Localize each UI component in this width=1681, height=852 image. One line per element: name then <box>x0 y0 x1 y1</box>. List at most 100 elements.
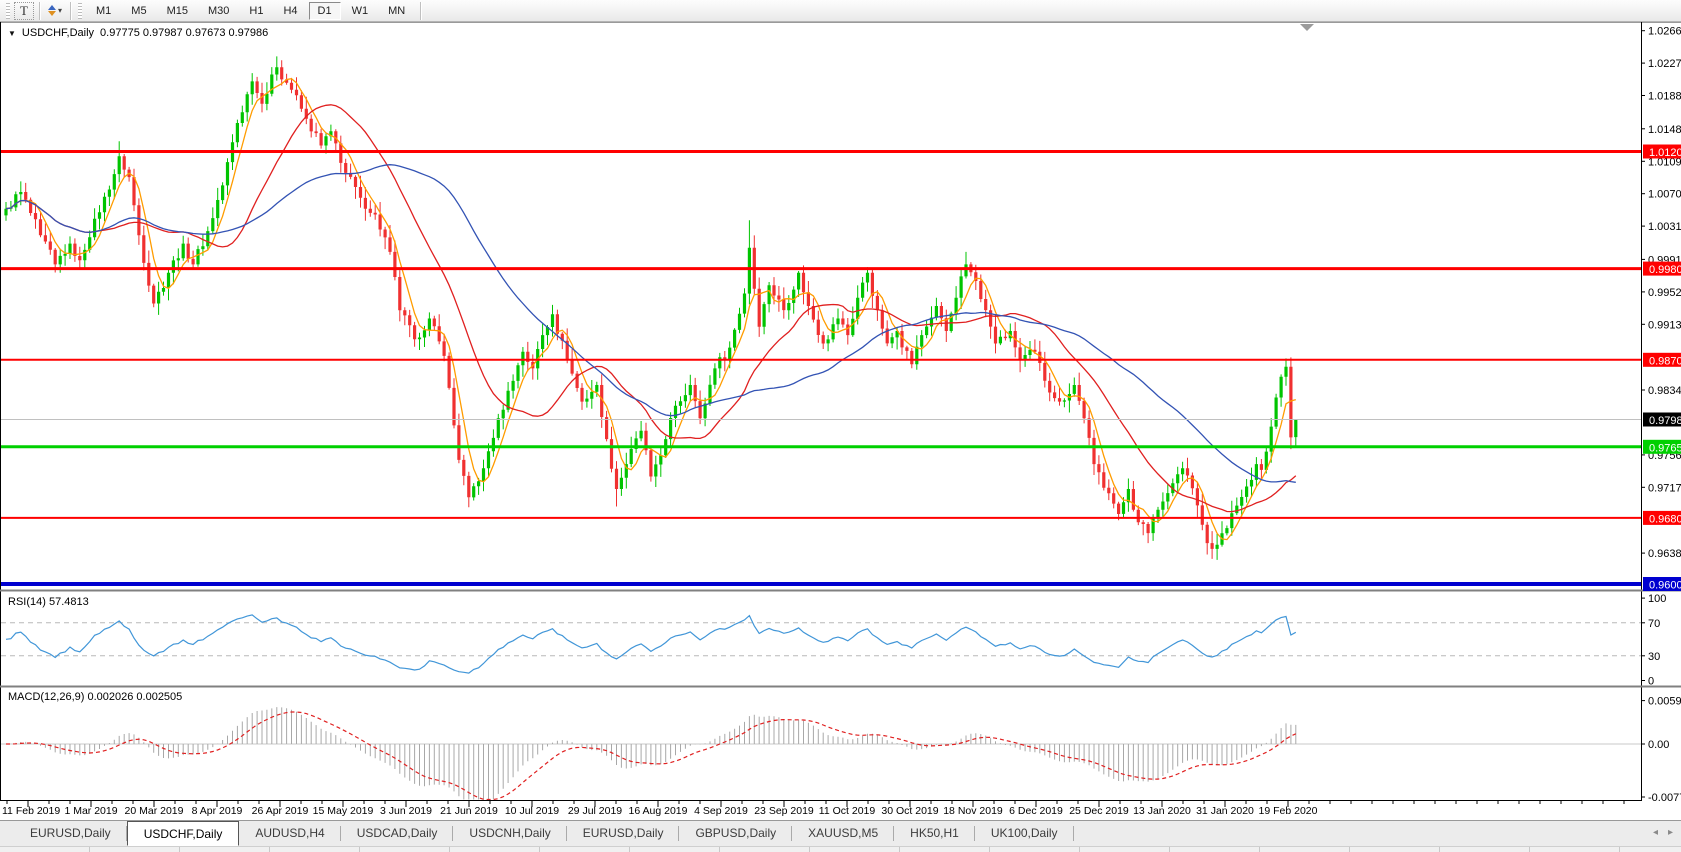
svg-text:0.96380: 0.96380 <box>1648 548 1681 560</box>
date-label: 29 Jul 2019 <box>568 805 622 817</box>
date-label: 20 Mar 2019 <box>125 805 184 817</box>
date-label: 15 May 2019 <box>313 805 374 817</box>
price-level-badge <box>1643 144 1681 159</box>
tab-scroll-left-button[interactable]: ◂ <box>1652 827 1658 838</box>
svg-text:1.02270: 1.02270 <box>1648 58 1681 70</box>
svg-text:0.96803: 0.96803 <box>1649 513 1681 525</box>
current-price-badge <box>1643 412 1681 427</box>
svg-text:100: 100 <box>1648 593 1666 605</box>
sma-20-line <box>5 104 1297 513</box>
indicator-axes: 100 70 30 0 0.005986 0.00 -0.00773 <box>1641 593 1681 804</box>
timeframe-button-mn[interactable]: MN <box>388 4 406 17</box>
tab-audusd-h4[interactable]: AUDUSD,H4 <box>239 821 342 846</box>
candles-layer <box>4 56 1298 560</box>
chart-symbol-label: USDCHF,Daily <box>21 27 95 39</box>
tab-bar: EURUSD,Daily USDCHF,Daily AUDUSD,H4 USDCAD,… <box>0 820 1681 846</box>
date-label: 19 Feb 2020 <box>1259 805 1318 817</box>
timeframe-button-m15[interactable]: M15 <box>166 4 188 17</box>
tab-xauusd-m5[interactable]: XAUUSD,M5 <box>792 821 895 846</box>
svg-text:1.00700: 1.00700 <box>1648 189 1681 201</box>
date-label: 3 Jun 2019 <box>380 805 432 817</box>
date-label: 25 Dec 2019 <box>1069 805 1129 817</box>
tab-scroll-arrows: ◂ ▸ <box>1653 827 1673 838</box>
date-axis: 11 Feb 2019 1 Mar 2019 20 Mar 2019 8 Apr 20… <box>2 801 1625 817</box>
date-label: 10 Jul 2019 <box>505 805 559 817</box>
timeframe-button-d1[interactable]: D1 <box>308 1 341 20</box>
rsi-indicator-label: RSI(14) 57.4813 <box>8 596 89 608</box>
tab-uk100-daily[interactable]: UK100,Daily <box>975 821 1074 846</box>
svg-text:0.96008: 0.96008 <box>1649 580 1681 592</box>
svg-text:0.97658: 0.97658 <box>1649 442 1681 454</box>
date-label: 11 Feb 2019 <box>2 805 60 817</box>
tab-eurusd-daily[interactable]: EURUSD,Daily <box>567 821 680 846</box>
toolbar-separator <box>39 1 40 20</box>
date-label: 21 Jun 2019 <box>440 805 498 817</box>
tab-gbpusd-daily[interactable]: GBPUSD,Daily <box>679 821 792 846</box>
date-label: 30 Oct 2019 <box>881 805 938 817</box>
chart-background <box>0 22 1681 820</box>
svg-text:0: 0 <box>1648 676 1654 688</box>
date-label: 6 Dec 2019 <box>1009 805 1063 817</box>
title-dropdown-icon[interactable]: ▼ <box>8 28 16 38</box>
date-label: 31 Jan 2020 <box>1196 805 1254 817</box>
sort-arrows-icon <box>48 5 56 16</box>
tab-usdcnh-daily[interactable]: USDCNH,Daily <box>453 821 568 846</box>
sma-45-line <box>5 164 1296 483</box>
date-label: 11 Oct 2019 <box>819 805 876 817</box>
tab-usdchf-daily[interactable]: USDCHF,Daily <box>126 821 240 846</box>
date-label: 26 Apr 2019 <box>252 805 309 817</box>
macd-signal-line <box>6 711 1297 801</box>
timeframe-button-h4[interactable]: H4 <box>283 4 298 17</box>
rsi-panel <box>1 614 1641 674</box>
tab-usdcad-daily[interactable]: USDCAD,Daily <box>341 821 454 846</box>
date-label: 16 Aug 2019 <box>629 805 688 817</box>
timeframe-button-group: M1 M5 M15 M30 H1 H4 D1 W1 MN <box>86 1 415 20</box>
svg-text:0.98703: 0.98703 <box>1649 355 1681 367</box>
price-level-badge <box>1643 577 1681 591</box>
macd-histogram <box>10 707 1297 800</box>
tab-scroll-right-button[interactable]: ▸ <box>1667 827 1673 838</box>
status-bar <box>0 846 1681 852</box>
date-label: 13 Jan 2020 <box>1133 805 1191 817</box>
timeframe-button-m1[interactable]: M1 <box>96 4 112 17</box>
text-tool-button[interactable]: T <box>14 1 34 20</box>
toolbar-separator <box>420 1 422 20</box>
timeframe-button-m30[interactable]: M30 <box>207 4 230 17</box>
date-label: 1 Mar 2019 <box>64 805 117 817</box>
svg-text:0.00: 0.00 <box>1648 739 1669 751</box>
dropdown-caret-icon[interactable]: ▾ <box>58 6 63 15</box>
timeframe-button-m5[interactable]: M5 <box>131 4 147 17</box>
svg-text:70: 70 <box>1648 618 1660 630</box>
svg-text:1.01207: 1.01207 <box>1649 147 1681 159</box>
sma-5-line <box>5 78 1296 541</box>
tab-hk50-h1[interactable]: HK50,H1 <box>894 821 975 846</box>
toolbar-separator <box>70 1 72 20</box>
up-candle-bodies <box>4 67 1298 549</box>
chart-ohlc-values: 0.97775 0.97987 0.97673 0.97986 <box>100 27 269 39</box>
timeframe-button-h1[interactable]: H1 <box>249 4 264 17</box>
date-label: 8 Apr 2019 <box>192 805 243 817</box>
tab-eurusd-daily[interactable]: EURUSD,Daily <box>14 821 127 846</box>
svg-text:1.01880: 1.01880 <box>1648 91 1681 103</box>
sort-arrows-tool-button[interactable]: ▾ <box>45 2 65 20</box>
date-label: 4 Sep 2019 <box>694 805 748 817</box>
timeframe-button-w1[interactable]: W1 <box>351 4 369 17</box>
price-level-badge <box>1643 352 1681 367</box>
svg-text:1.02660: 1.02660 <box>1648 26 1681 38</box>
toolbar-grip[interactable] <box>78 2 83 19</box>
chart-shift-marker-icon[interactable] <box>1300 24 1314 31</box>
support-resistance-layer <box>1 150 1641 586</box>
date-label: 18 Nov 2019 <box>943 805 1003 817</box>
svg-text:-0.00773: -0.00773 <box>1648 792 1681 804</box>
price-axis: 1.02660 1.02270 1.01880 1.01480 1.01090 1.007… <box>1641 26 1681 592</box>
toolbar-grip[interactable] <box>6 2 10 19</box>
svg-text:1.01090: 1.01090 <box>1648 156 1681 168</box>
